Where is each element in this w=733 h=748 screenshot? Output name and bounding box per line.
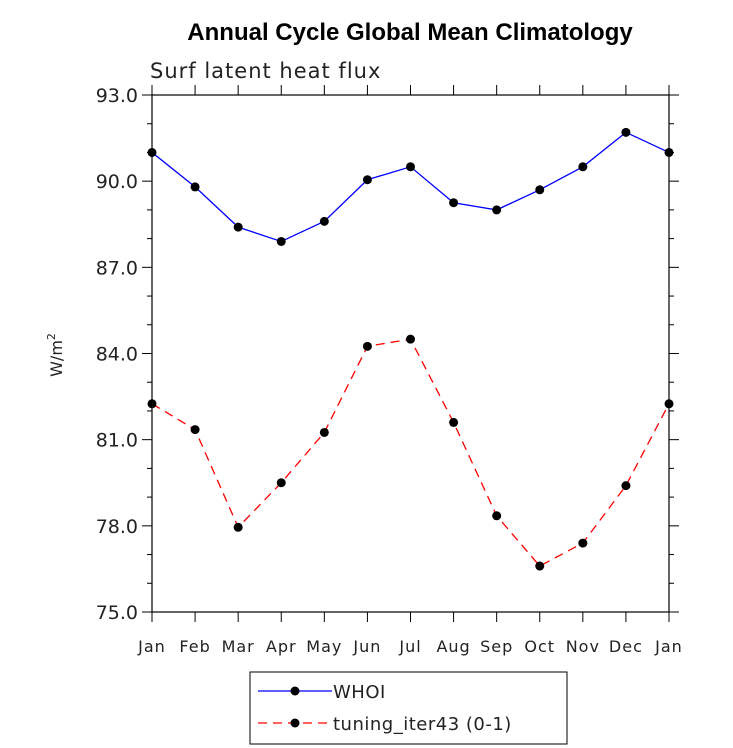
y-tick-label: 90.0 xyxy=(96,171,138,193)
series-0-point xyxy=(276,236,286,246)
svg-text:W/m2: W/m2 xyxy=(45,333,66,377)
x-tick-label: Oct xyxy=(524,637,555,656)
series-1-point xyxy=(578,538,588,548)
legend-box xyxy=(249,671,568,745)
legend-marker-tuning xyxy=(290,718,300,728)
legend-label-whoi: WHOI xyxy=(333,682,386,703)
series-0-point xyxy=(664,147,674,157)
x-tick-label: Nov xyxy=(566,637,600,656)
series-0-point xyxy=(319,216,329,226)
series-line-0 xyxy=(151,131,670,243)
plot-frame xyxy=(151,94,670,613)
series-1-point xyxy=(319,427,329,437)
x-tick-label: May xyxy=(306,637,342,656)
series-1-point xyxy=(147,399,157,409)
axis-ticks xyxy=(142,85,679,622)
series-1-point xyxy=(276,478,286,488)
series-1-point xyxy=(449,417,459,427)
series-0-point xyxy=(362,175,372,185)
series-0-point xyxy=(621,127,631,137)
series-1-point xyxy=(664,399,674,409)
x-tick-label: Dec xyxy=(609,637,643,656)
x-tick-label: Feb xyxy=(179,637,210,656)
series-1-point xyxy=(190,425,200,435)
x-tick-label: Jan xyxy=(137,637,166,656)
series-0-point xyxy=(492,205,502,215)
y-tick-label: 93.0 xyxy=(96,85,138,107)
series-1-point xyxy=(362,341,372,351)
series-1-point xyxy=(621,481,631,491)
chart-subtitle: Surf latent heat flux xyxy=(150,59,381,83)
series-1-point xyxy=(406,334,415,344)
x-tick-label: Aug xyxy=(436,637,470,656)
x-tick-label: Jun xyxy=(352,637,381,656)
y-axis-label-text: W/m xyxy=(47,340,66,377)
y-tick-label: 81.0 xyxy=(96,430,138,452)
series-1-point xyxy=(535,561,545,571)
y-tick-label: 78.0 xyxy=(96,516,138,538)
series-line-1 xyxy=(151,338,670,567)
series-1-point xyxy=(492,511,502,521)
legend-label-tuning: tuning_iter43 (0-1) xyxy=(333,714,512,735)
y-tick-labels: 75.0 78.0 81.0 84.0 87.0 90.0 93.0 xyxy=(96,85,138,624)
series-0-point xyxy=(535,185,545,195)
y-tick-label: 87.0 xyxy=(96,257,138,279)
series-0-point xyxy=(147,147,157,157)
series-points xyxy=(147,127,674,571)
y-axis-label-superscript: 2 xyxy=(45,333,58,340)
x-tick-label: Apr xyxy=(266,637,297,656)
y-tick-label: 75.0 xyxy=(96,602,138,624)
x-tick-label: Jan xyxy=(654,637,683,656)
series-0-point xyxy=(190,182,200,192)
series-1-point xyxy=(233,522,243,532)
y-tick-label: 84.0 xyxy=(96,344,138,366)
chart-title: Annual Cycle Global Mean Climatology xyxy=(187,19,633,46)
legend-marker-whoi xyxy=(290,686,300,696)
x-tick-label: Mar xyxy=(222,637,255,656)
series-0-point xyxy=(233,222,243,232)
y-axis-label: W/m2 xyxy=(45,333,66,377)
series-lines xyxy=(151,131,670,567)
series-0-point xyxy=(406,162,415,172)
x-tick-label: Sep xyxy=(480,637,513,656)
x-tick-labels: Jan Feb Mar Apr May Jun Jul Aug Sep Oct Nov Dec Jan xyxy=(137,637,683,656)
legend: WHOI tuning_iter43 (0-1) xyxy=(249,671,568,745)
series-0-point xyxy=(578,162,588,172)
x-tick-label: Jul xyxy=(398,637,421,656)
series-0-point xyxy=(449,198,459,208)
